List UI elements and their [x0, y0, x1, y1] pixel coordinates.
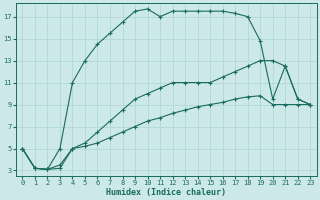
X-axis label: Humidex (Indice chaleur): Humidex (Indice chaleur) — [106, 188, 226, 197]
